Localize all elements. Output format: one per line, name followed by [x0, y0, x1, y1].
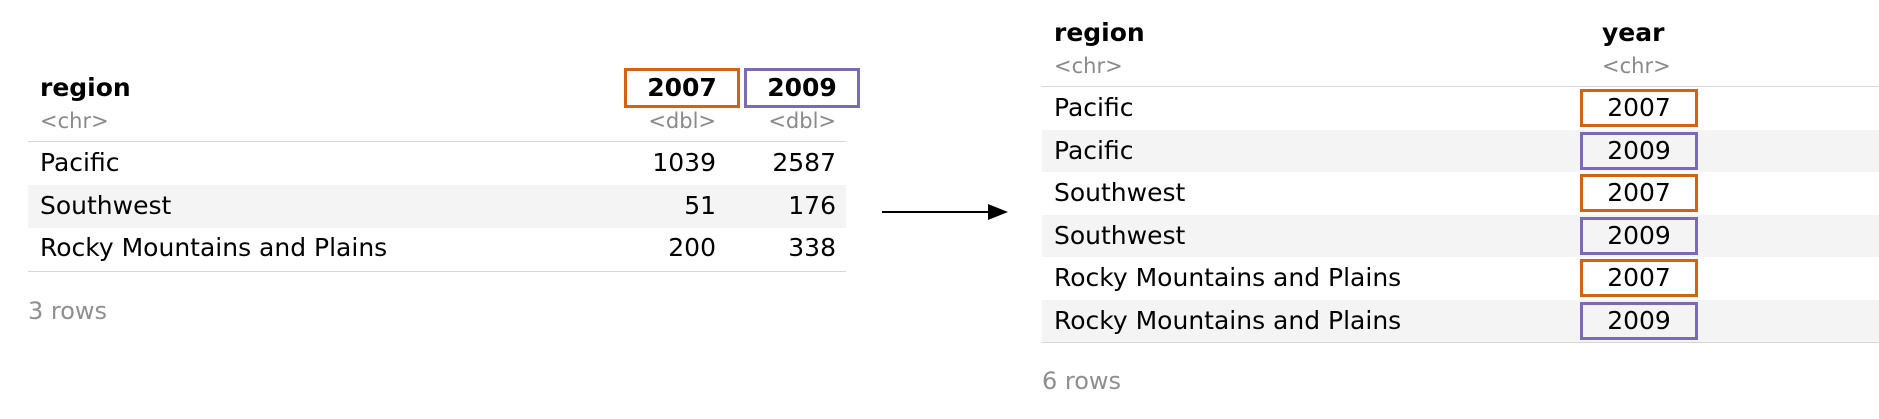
- long-region-row6: Rocky Mountains and Plains: [1054, 306, 1402, 335]
- cell-region-row3: Rocky Mountains and Plains: [40, 233, 388, 262]
- arrow-head: [988, 204, 1008, 220]
- row-count: 3 rows: [28, 297, 108, 325]
- long-region-row1: Pacific: [1054, 93, 1134, 122]
- type-year: <chr>: [1602, 54, 1671, 78]
- header-divider-long: [1042, 86, 1879, 87]
- cell-region-row1: Pacific: [40, 148, 120, 177]
- type-region-long: <chr>: [1054, 54, 1123, 78]
- type-region: <chr>: [40, 109, 109, 133]
- highlight-box-2007: [624, 68, 740, 108]
- long-year-row3: 2007: [1607, 178, 1671, 207]
- table-bottom-divider-long: [1042, 342, 1879, 343]
- row-count-long: 6 rows: [1042, 367, 1122, 395]
- year-box-row3: [1580, 174, 1698, 212]
- header-year: year: [1602, 18, 1665, 47]
- year-box-row1: [1580, 89, 1698, 127]
- long-region-row2: Pacific: [1054, 136, 1134, 165]
- year-box-row4: [1580, 217, 1698, 255]
- type-2007: <dbl>: [648, 109, 716, 133]
- cell-2007-row3: 200: [668, 233, 716, 262]
- year-box-row2: [1580, 132, 1698, 170]
- long-year-row4: 2009: [1607, 221, 1671, 250]
- type-2009: <dbl>: [768, 109, 836, 133]
- cell-2009-row2: 176: [788, 191, 836, 220]
- long-year-row6: 2009: [1607, 306, 1671, 335]
- year-box-row5: [1580, 259, 1698, 297]
- header-2009: 2009: [767, 73, 837, 102]
- long-year-row2: 2009: [1607, 136, 1671, 165]
- header-divider: [28, 141, 846, 142]
- cell-region-row2: Southwest: [40, 191, 172, 220]
- header-region-long: region: [1054, 18, 1145, 47]
- row-stripe: [1042, 300, 1879, 342]
- row-stripe: [1042, 215, 1879, 257]
- year-box-row6: [1580, 302, 1698, 340]
- long-year-row5: 2007: [1607, 263, 1671, 292]
- long-region-row5: Rocky Mountains and Plains: [1054, 263, 1402, 292]
- header-2007: 2007: [647, 73, 717, 102]
- table-bottom-divider: [28, 271, 846, 272]
- cell-2007-row1: 1039: [652, 148, 716, 177]
- long-year-row1: 2007: [1607, 93, 1671, 122]
- long-region-row3: Southwest: [1054, 178, 1186, 207]
- cell-2009-row3: 338: [788, 233, 836, 262]
- cell-2007-row2: 51: [684, 191, 716, 220]
- highlight-box-2009: [744, 68, 860, 108]
- header-region: region: [40, 73, 131, 102]
- long-region-row4: Southwest: [1054, 221, 1186, 250]
- cell-2009-row1: 2587: [772, 148, 836, 177]
- row-stripe: [1042, 130, 1879, 172]
- row-stripe: [28, 185, 846, 228]
